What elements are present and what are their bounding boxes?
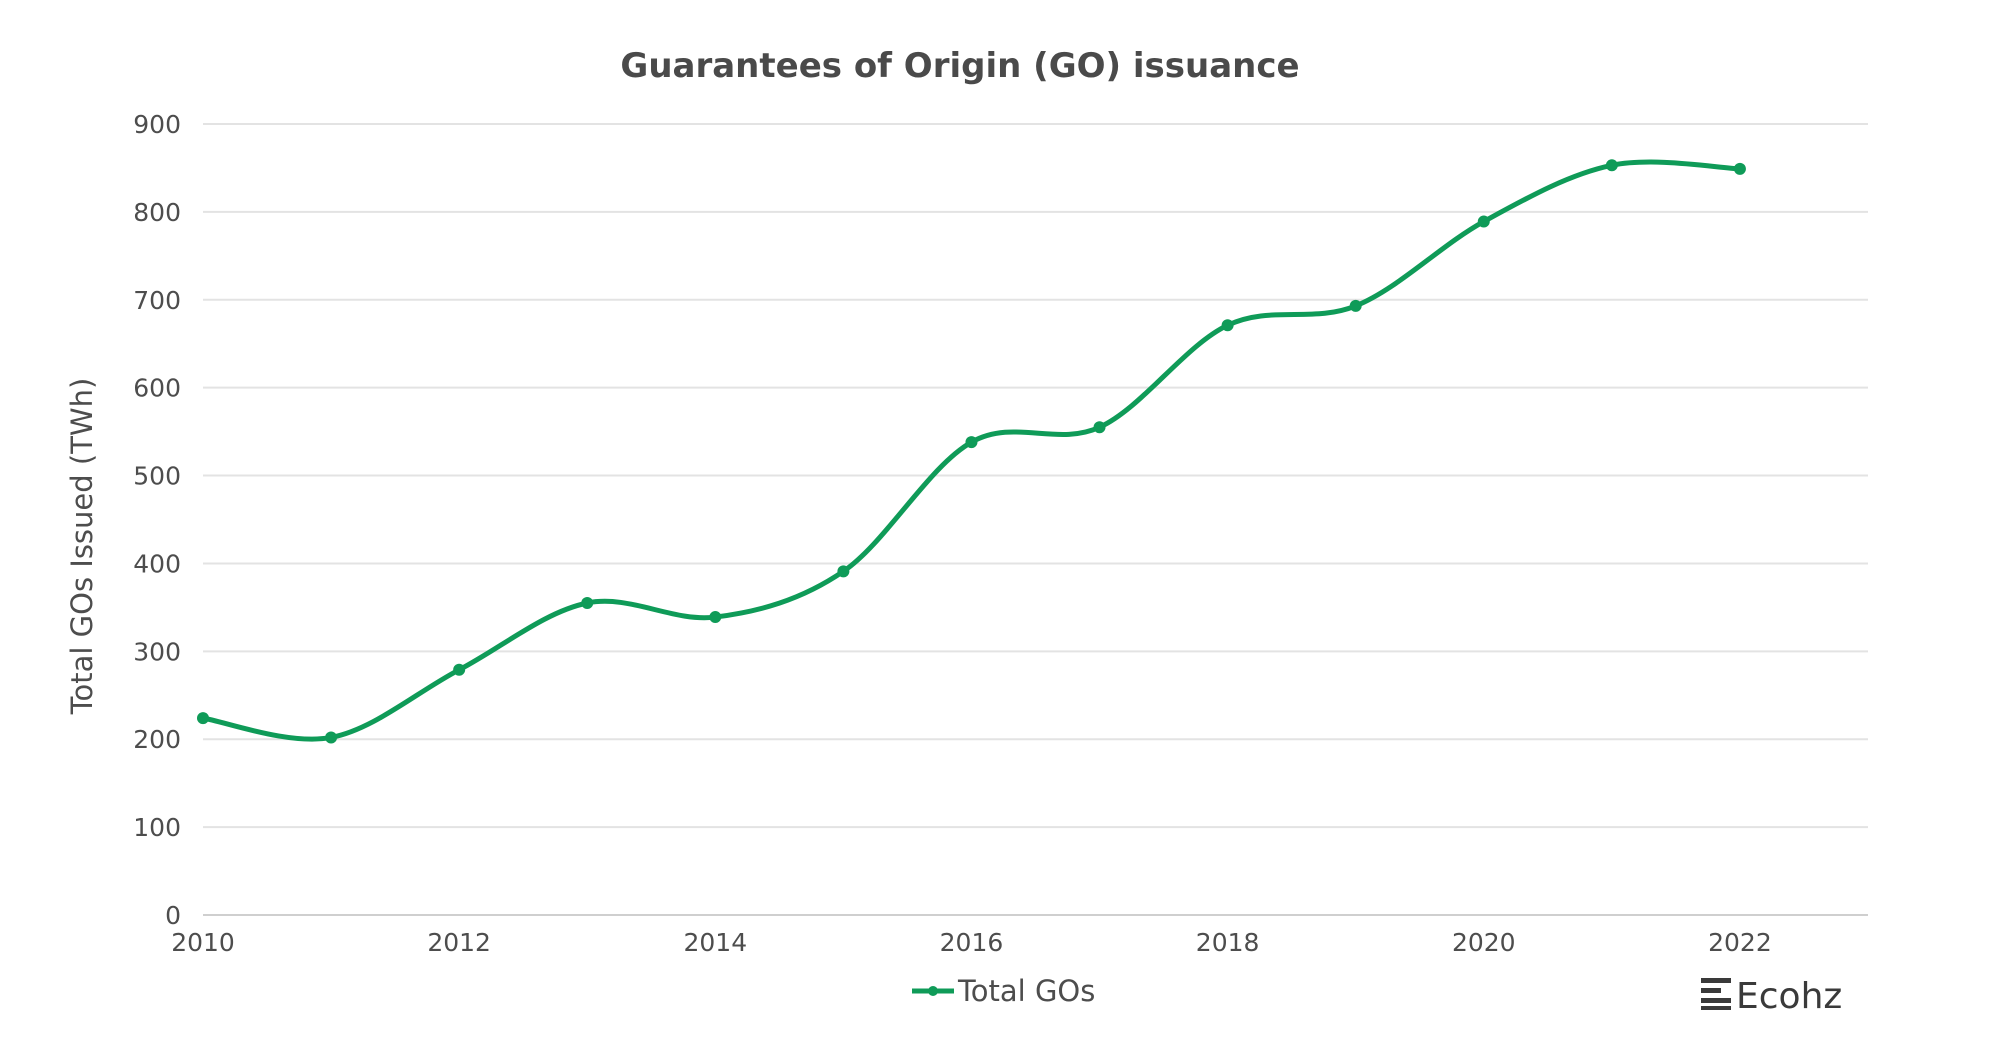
data-point-2011 [325, 731, 338, 744]
data-point-2012 [453, 663, 466, 676]
x-tick-label: 2014 [683, 928, 747, 957]
data-point-2014 [709, 611, 722, 624]
y-tick-label: 500 [133, 462, 181, 491]
y-tick-label: 900 [133, 110, 181, 139]
legend-label-total-gos: Total GOs [957, 974, 1095, 1008]
y-tick-label: 300 [133, 637, 181, 666]
y-tick-label: 600 [133, 374, 181, 403]
logo-wordmark: Ecohz [1736, 976, 1842, 1017]
y-tick-label: 100 [133, 813, 181, 842]
logo-bar-1 [1701, 978, 1731, 983]
x-tick-label: 2022 [1708, 928, 1772, 957]
series-total-gos [197, 159, 1746, 744]
data-point-2016 [965, 436, 978, 449]
data-point-2017 [1093, 421, 1106, 434]
x-tick-label: 2010 [171, 928, 235, 957]
data-point-2010 [197, 712, 209, 725]
y-axis-ticks: 0 100 200 300 400 500 600 700 800 900 [133, 110, 181, 930]
logo-bar-3 [1701, 998, 1731, 1003]
y-tick-label: 0 [165, 901, 181, 930]
data-point-2019 [1349, 299, 1362, 312]
data-point-2013 [581, 596, 594, 609]
x-axis-ticks: 2010 2012 2014 2016 2018 2020 2022 [171, 928, 1772, 957]
logo-bar-2 [1701, 988, 1721, 993]
chart-title: Guarantees of Origin (GO) issuance [620, 46, 1299, 86]
y-tick-label: 400 [133, 549, 181, 578]
x-tick-label: 2020 [1452, 928, 1516, 957]
data-point-2015 [837, 565, 850, 578]
grid-lines [203, 123, 1868, 829]
logo-bar-4 [1701, 1006, 1731, 1010]
data-point-2022 [1733, 162, 1746, 175]
y-tick-label: 200 [133, 725, 181, 754]
x-tick-label: 2012 [427, 928, 491, 957]
ecohz-logo: Ecohz [1701, 976, 1842, 1017]
data-point-2018 [1221, 319, 1234, 332]
data-point-2020 [1477, 215, 1490, 228]
x-tick-label: 2018 [1196, 928, 1260, 957]
legend-swatch-marker [928, 986, 938, 996]
legend: Total GOs [912, 974, 1095, 1008]
y-tick-label: 800 [133, 198, 181, 227]
data-point-2021 [1605, 159, 1618, 172]
y-axis-label: Total GOs Issued (TWh) [65, 378, 99, 716]
x-tick-label: 2016 [940, 928, 1004, 957]
y-tick-label: 700 [133, 286, 181, 315]
